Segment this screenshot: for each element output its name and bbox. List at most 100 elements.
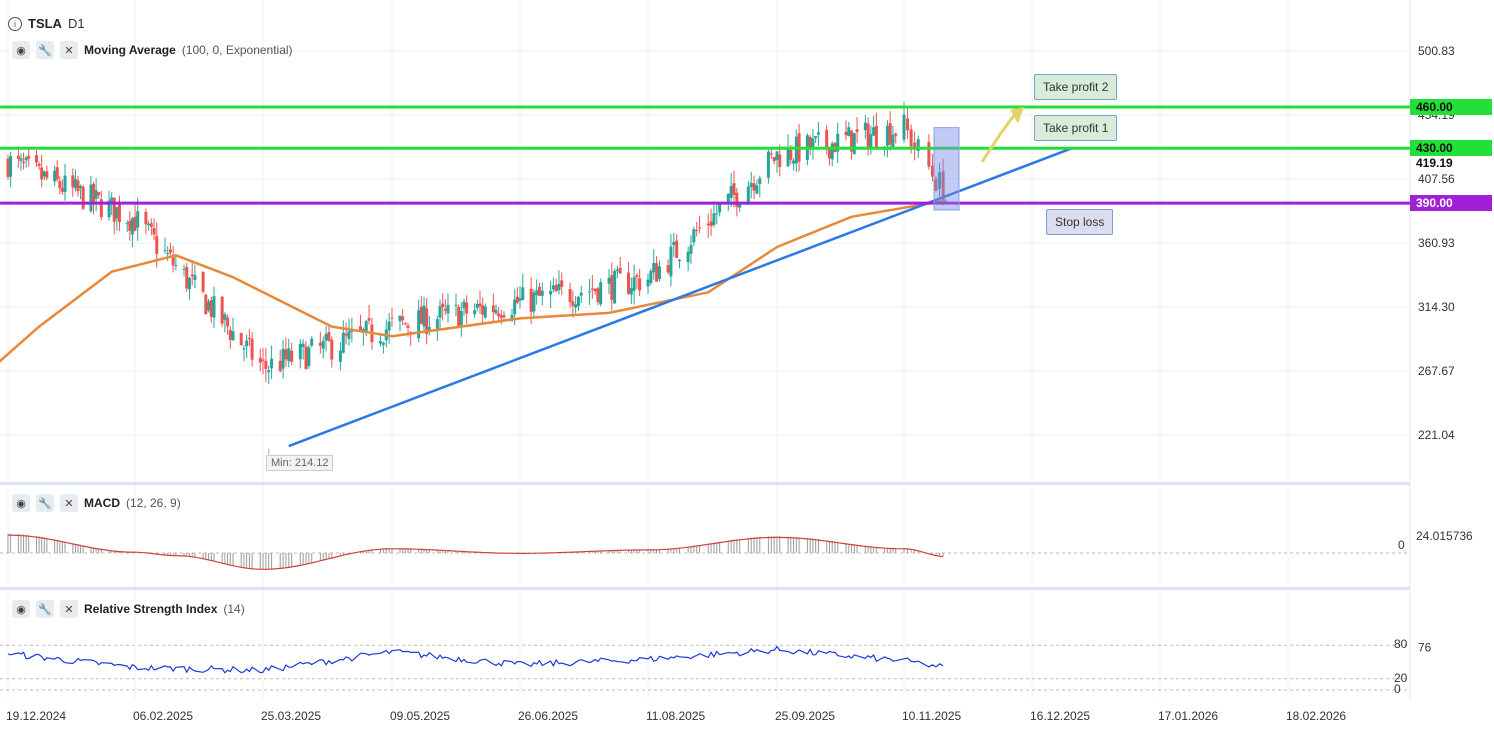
wrench-icon[interactable]: 🔧 [36, 41, 54, 59]
candle-body [557, 283, 561, 291]
candle-body [655, 263, 659, 282]
candle-body [885, 125, 889, 146]
candle-body [435, 319, 439, 329]
candle-body [379, 341, 383, 344]
candle-body [307, 347, 311, 366]
candle-body [927, 142, 931, 167]
candle-body [270, 358, 274, 369]
candle-body [242, 348, 246, 350]
x-tick-label: 06.02.2025 [133, 709, 193, 723]
rsi-level-label: 20 [1394, 671, 1408, 685]
candle-body [706, 223, 710, 226]
eye-icon[interactable]: ◉ [12, 600, 30, 618]
candle-body [718, 204, 722, 213]
take-profit-2-label[interactable]: Take profit 2 [1034, 74, 1118, 100]
candle-body [772, 157, 776, 162]
candle-body [125, 223, 129, 225]
candle-body [264, 360, 268, 369]
candle-body [638, 278, 642, 291]
candle-body [22, 161, 26, 164]
price-tick-label: 314.30 [1418, 300, 1455, 314]
candle-body [278, 360, 282, 372]
candle-body [324, 333, 328, 341]
eye-icon[interactable]: ◉ [12, 494, 30, 512]
x-tick-label: 25.09.2025 [775, 709, 835, 723]
close-icon[interactable]: ✕ [60, 600, 78, 618]
info-icon[interactable]: i [8, 16, 22, 31]
candle-body [888, 123, 892, 145]
candle-body [201, 271, 205, 292]
candle-body [830, 143, 834, 160]
candle-body [689, 245, 693, 254]
candle-body [6, 158, 10, 178]
candle-body [827, 146, 831, 159]
candle-body [588, 291, 592, 293]
min-price-label: Min: 214.12 [266, 455, 334, 471]
candle-body [874, 125, 878, 148]
level-390-tag: 390.00 [1410, 195, 1492, 211]
candle-body [250, 338, 254, 360]
candle-body [73, 179, 77, 189]
candle-body [155, 236, 159, 254]
candle-body [726, 193, 730, 204]
candle-body [675, 240, 679, 258]
candle-body [766, 151, 770, 178]
candle-body [646, 279, 650, 287]
candle-body [117, 203, 121, 222]
candle-body [298, 343, 302, 360]
candle-body [735, 192, 739, 207]
candle-body [79, 185, 83, 188]
candle-body [752, 183, 756, 191]
price-tick-label: 221.04 [1418, 428, 1455, 442]
candle-body [473, 310, 477, 315]
candle-body [462, 301, 466, 309]
rsi-indicator-header: ◉ 🔧 ✕ Relative Strength Index (14) [12, 600, 245, 618]
candle-body [112, 197, 116, 222]
close-icon[interactable]: ✕ [60, 494, 78, 512]
close-icon[interactable]: ✕ [60, 41, 78, 59]
candle-body [913, 142, 917, 148]
stop-loss-label[interactable]: Stop loss [1046, 209, 1114, 235]
candle-body [869, 134, 873, 148]
timeframe-label: D1 [67, 16, 85, 31]
candle-body [778, 154, 782, 167]
candle-body [916, 139, 920, 151]
candle-body [692, 229, 696, 243]
candle-body [866, 123, 870, 149]
candle-body [749, 182, 753, 188]
candle-body [698, 227, 702, 229]
candle-body [171, 255, 175, 266]
candle-body [457, 306, 461, 328]
pane-separator[interactable] [0, 587, 1410, 590]
candle-body [483, 306, 487, 318]
x-tick-label: 16.12.2025 [1030, 709, 1090, 723]
candle-body [182, 268, 186, 270]
candle-body [850, 130, 854, 152]
price-tick-label: 500.83 [1418, 44, 1455, 58]
candle-body [938, 172, 942, 189]
candle-body [729, 186, 733, 198]
wrench-icon[interactable]: 🔧 [36, 494, 54, 512]
candle-body [610, 275, 614, 300]
eye-icon[interactable]: ◉ [12, 41, 30, 59]
price-tick-label: 360.93 [1418, 236, 1455, 250]
candle-body [166, 253, 170, 255]
candle-body [204, 294, 208, 315]
candle-body [478, 303, 482, 307]
candle-body [755, 185, 759, 194]
candle-body [35, 155, 39, 163]
candle-body [185, 266, 189, 289]
candle-body [53, 170, 57, 182]
candle-body [934, 179, 938, 191]
candle-body [695, 230, 699, 232]
rsi-line [7, 645, 944, 674]
candle-body [497, 313, 501, 317]
take-profit-1-label[interactable]: Take profit 1 [1034, 115, 1118, 141]
candle-body [758, 178, 762, 184]
candle-body [318, 342, 322, 346]
ma-name: Moving Average [84, 43, 176, 57]
moving-average-line [0, 199, 947, 363]
pane-separator[interactable] [0, 482, 1410, 485]
wrench-icon[interactable]: 🔧 [36, 600, 54, 618]
